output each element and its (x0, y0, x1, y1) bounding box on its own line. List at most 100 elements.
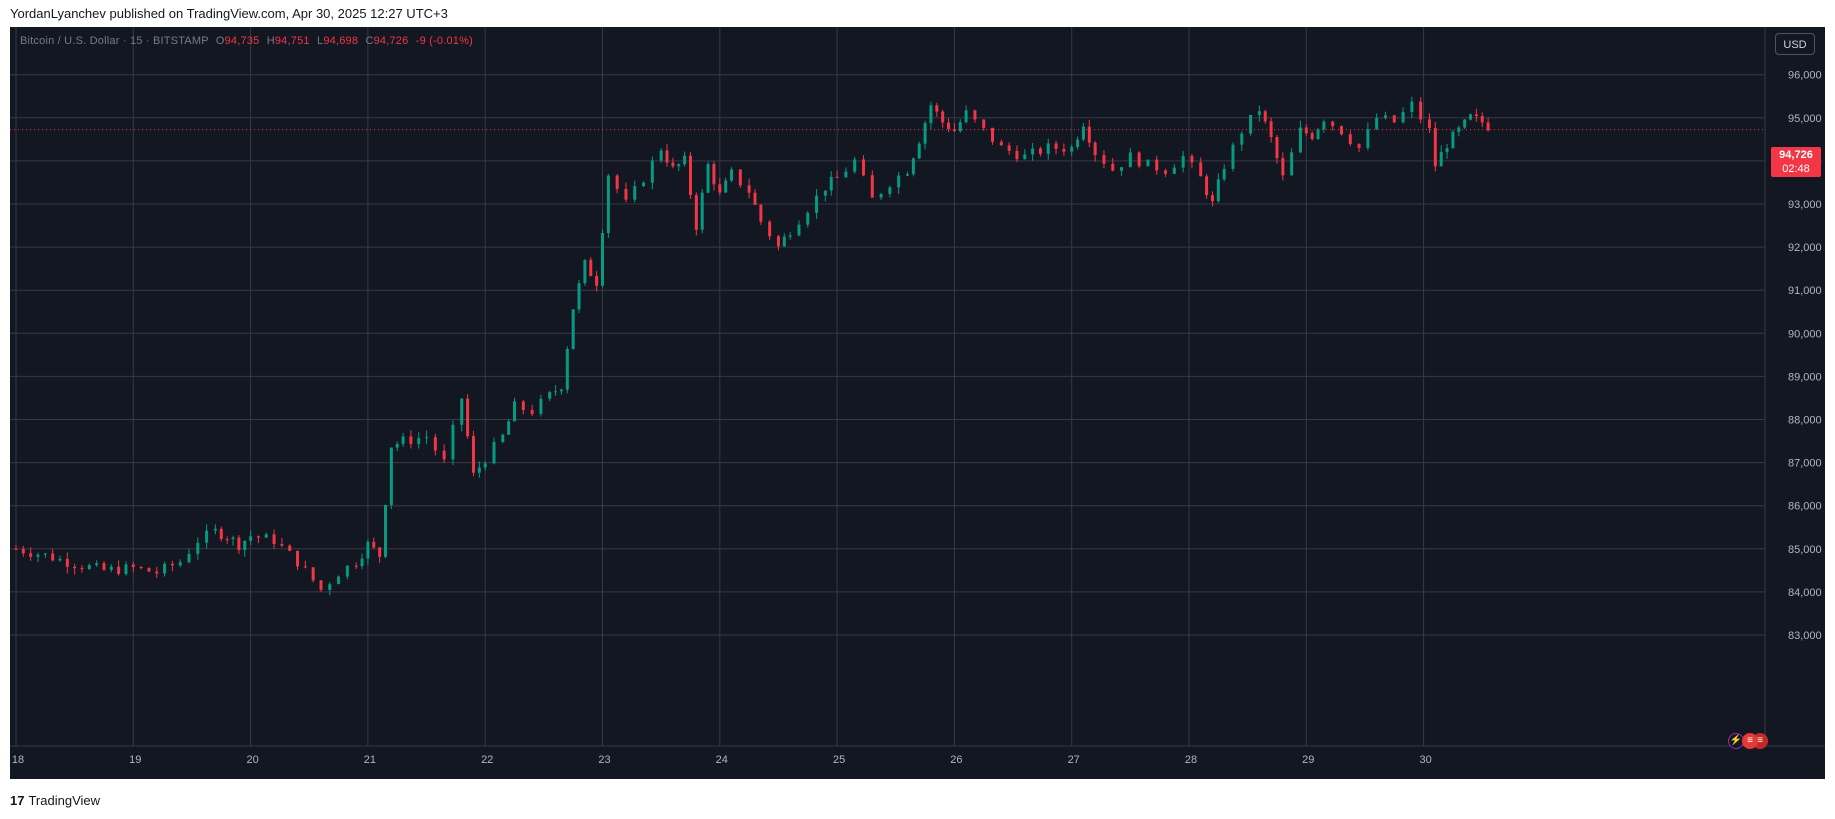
candle-body (694, 195, 698, 230)
candle-body (296, 550, 300, 567)
candle-body (1155, 159, 1159, 171)
candle-body (58, 558, 62, 561)
candle-body (1216, 179, 1220, 202)
candle-body (853, 159, 857, 172)
candle-body (243, 540, 247, 551)
candle-body (1076, 139, 1080, 147)
candle-body (249, 536, 253, 541)
candlestick-chart[interactable]: 83,000 84,000 85,000 86,000 87,000 88,000 89,0… (10, 27, 1825, 779)
candle-body (1310, 133, 1314, 139)
currency-button[interactable]: USD (1775, 33, 1815, 55)
candle-body (888, 187, 892, 194)
candle-body (964, 110, 968, 123)
candle-body (471, 436, 475, 473)
candle-body (131, 564, 135, 568)
candle-body (389, 447, 393, 505)
candle-body (345, 565, 349, 577)
price-tick-label: 95,000 (1788, 113, 1822, 125)
candle-body (1199, 162, 1203, 177)
economic-events[interactable]: ⚡ ≡ ≡ (1728, 733, 1772, 749)
candle-body (712, 163, 716, 185)
tradingview-logo: 17 (10, 793, 25, 808)
candle-body (650, 160, 654, 183)
candle-body (806, 212, 810, 225)
candle-body (147, 567, 151, 572)
candle-body (1062, 148, 1066, 152)
candle-body (823, 190, 827, 196)
candle-body (95, 563, 99, 566)
candle-body (1316, 129, 1320, 139)
candle-body (788, 235, 792, 237)
candle-body (1339, 126, 1343, 135)
candle-body (433, 437, 437, 451)
candle-body (548, 392, 552, 399)
candle-body (935, 105, 939, 112)
candle-body (1474, 114, 1478, 117)
candle-body (844, 171, 848, 178)
candle-body (1348, 134, 1352, 144)
candle-body (372, 541, 376, 548)
candle-body (1087, 126, 1091, 143)
candle-body (991, 127, 995, 142)
candle-body (677, 164, 681, 167)
candle-body (1383, 115, 1387, 118)
candle-body (14, 548, 18, 550)
candle-body (87, 565, 91, 569)
candle-body (196, 542, 200, 554)
candle-body (1375, 117, 1379, 130)
candle-body (1181, 155, 1185, 168)
candle-body (303, 566, 307, 568)
candle-body (451, 424, 455, 460)
candle-body (280, 544, 284, 546)
time-tick-label: 29 (1302, 754, 1314, 766)
candle-body (911, 158, 915, 175)
candle-body (1304, 127, 1308, 134)
candle-body (1269, 121, 1273, 138)
candle-body (1451, 131, 1455, 149)
candle-body (225, 539, 229, 541)
price-tick-label: 84,000 (1788, 587, 1822, 599)
candle-body (1469, 114, 1473, 120)
candle-body (768, 221, 772, 237)
candle-body (1366, 129, 1370, 148)
price-tick-label: 89,000 (1788, 371, 1822, 383)
candle-body (417, 438, 421, 444)
candle-body (554, 391, 558, 393)
candle-body (354, 565, 358, 567)
candle-body (205, 530, 209, 543)
candle-body (328, 584, 332, 590)
candle-body (155, 571, 159, 574)
us-flag-icon[interactable]: ≡ (1742, 733, 1758, 749)
close-key: C (365, 35, 374, 47)
candle-body (319, 580, 323, 590)
candle-body (642, 182, 646, 187)
candle-body (124, 564, 128, 574)
candle-body (360, 558, 364, 567)
candle-body (73, 566, 77, 569)
candle-body (1240, 133, 1244, 145)
candle-body (700, 192, 704, 230)
candle-body (401, 436, 405, 444)
candle-body (1038, 148, 1042, 154)
time-tick-label: 18 (12, 754, 24, 766)
candle-body (577, 283, 581, 310)
open-key: O (215, 35, 225, 47)
candle-body (378, 547, 382, 557)
candle-body (879, 193, 883, 198)
price-tick-label: 87,000 (1788, 458, 1822, 470)
candle-body (571, 309, 575, 350)
candle-body (776, 236, 780, 247)
candle-body (425, 437, 429, 439)
candle-body (1046, 143, 1050, 154)
candle-body (952, 129, 956, 132)
price-tick-label: 83,000 (1788, 630, 1822, 642)
candle-body (366, 541, 370, 559)
candle-body (1120, 167, 1124, 171)
candle-body (1249, 114, 1253, 134)
candle-body (815, 195, 819, 213)
candle-body (507, 421, 511, 435)
chart-area[interactable]: 83,000 84,000 85,000 86,000 87,000 88,000 89,0… (10, 27, 1825, 779)
symbol-legend: Bitcoin / U.S. Dollar · 15 · BITSTAMP O9… (20, 35, 473, 47)
change-value: -9 (-0.01%) (415, 35, 473, 47)
candle-body (1457, 127, 1461, 132)
